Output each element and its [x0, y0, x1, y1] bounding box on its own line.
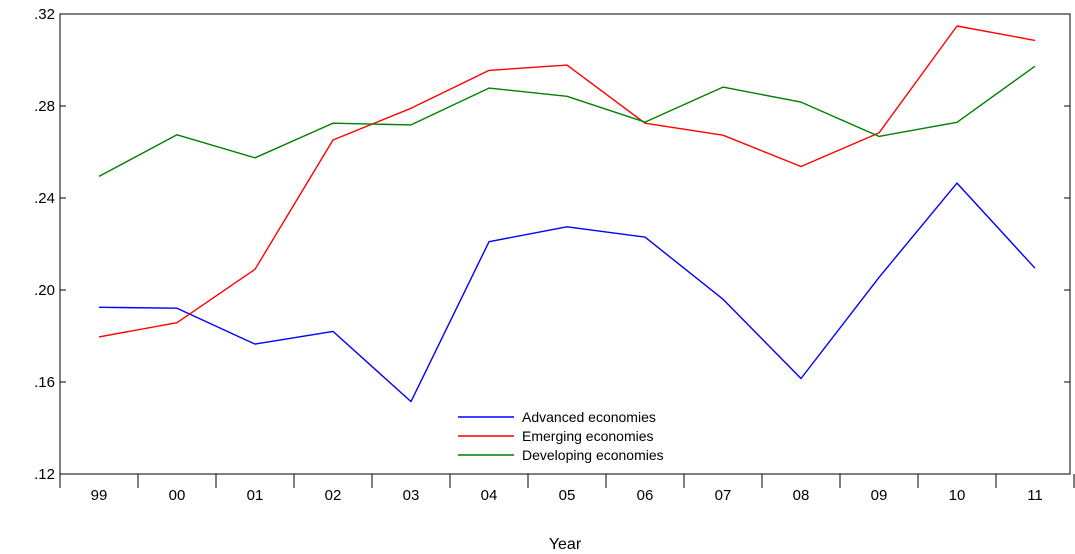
x-tick-label: 08 [793, 487, 810, 504]
x-tick-label: 10 [949, 487, 966, 504]
y-tick-label: .12 [34, 466, 55, 483]
x-tick-label: 09 [871, 487, 888, 504]
x-tick-label: 99 [91, 487, 108, 504]
x-tick-label: 02 [325, 487, 342, 504]
legend-label: Emerging economies [522, 428, 654, 444]
plot-area-border [59, 13, 1071, 475]
x-axis: 99 00 01 02 03 04 05 06 07 08 09 10 11 [59, 474, 1075, 504]
x-axis-title: Year [549, 536, 582, 553]
y-tick-label: .16 [34, 374, 55, 391]
x-tick-label: 03 [403, 487, 420, 504]
x-tick-label: 05 [559, 487, 576, 504]
series-line-emerging-economies [98, 25, 1036, 338]
plot-frame [59, 13, 1071, 475]
x-tick-label: 11 [1027, 487, 1043, 504]
legend-label: Developing economies [522, 447, 664, 463]
x-tick-label: 07 [715, 487, 732, 504]
x-tick-label: 04 [481, 487, 498, 504]
series-line-advanced-economies [98, 182, 1036, 403]
series-line-developing-economies [98, 65, 1036, 178]
y-tick-label: .24 [34, 190, 55, 207]
y-tick-label: .28 [34, 98, 55, 115]
y-axis: .12 .16 .20 .24 .28 .32 [34, 6, 1070, 483]
y-tick-label: .20 [34, 282, 55, 299]
y-tick-label: .32 [34, 6, 55, 23]
legend-label: Advanced economies [522, 409, 656, 425]
x-tick-label: 06 [637, 487, 654, 504]
x-tick-label: 00 [169, 487, 186, 504]
x-tick-label: 01 [247, 487, 264, 504]
series-lines [98, 25, 1036, 403]
legend: Advanced economies Emerging economies Deve… [458, 409, 664, 463]
